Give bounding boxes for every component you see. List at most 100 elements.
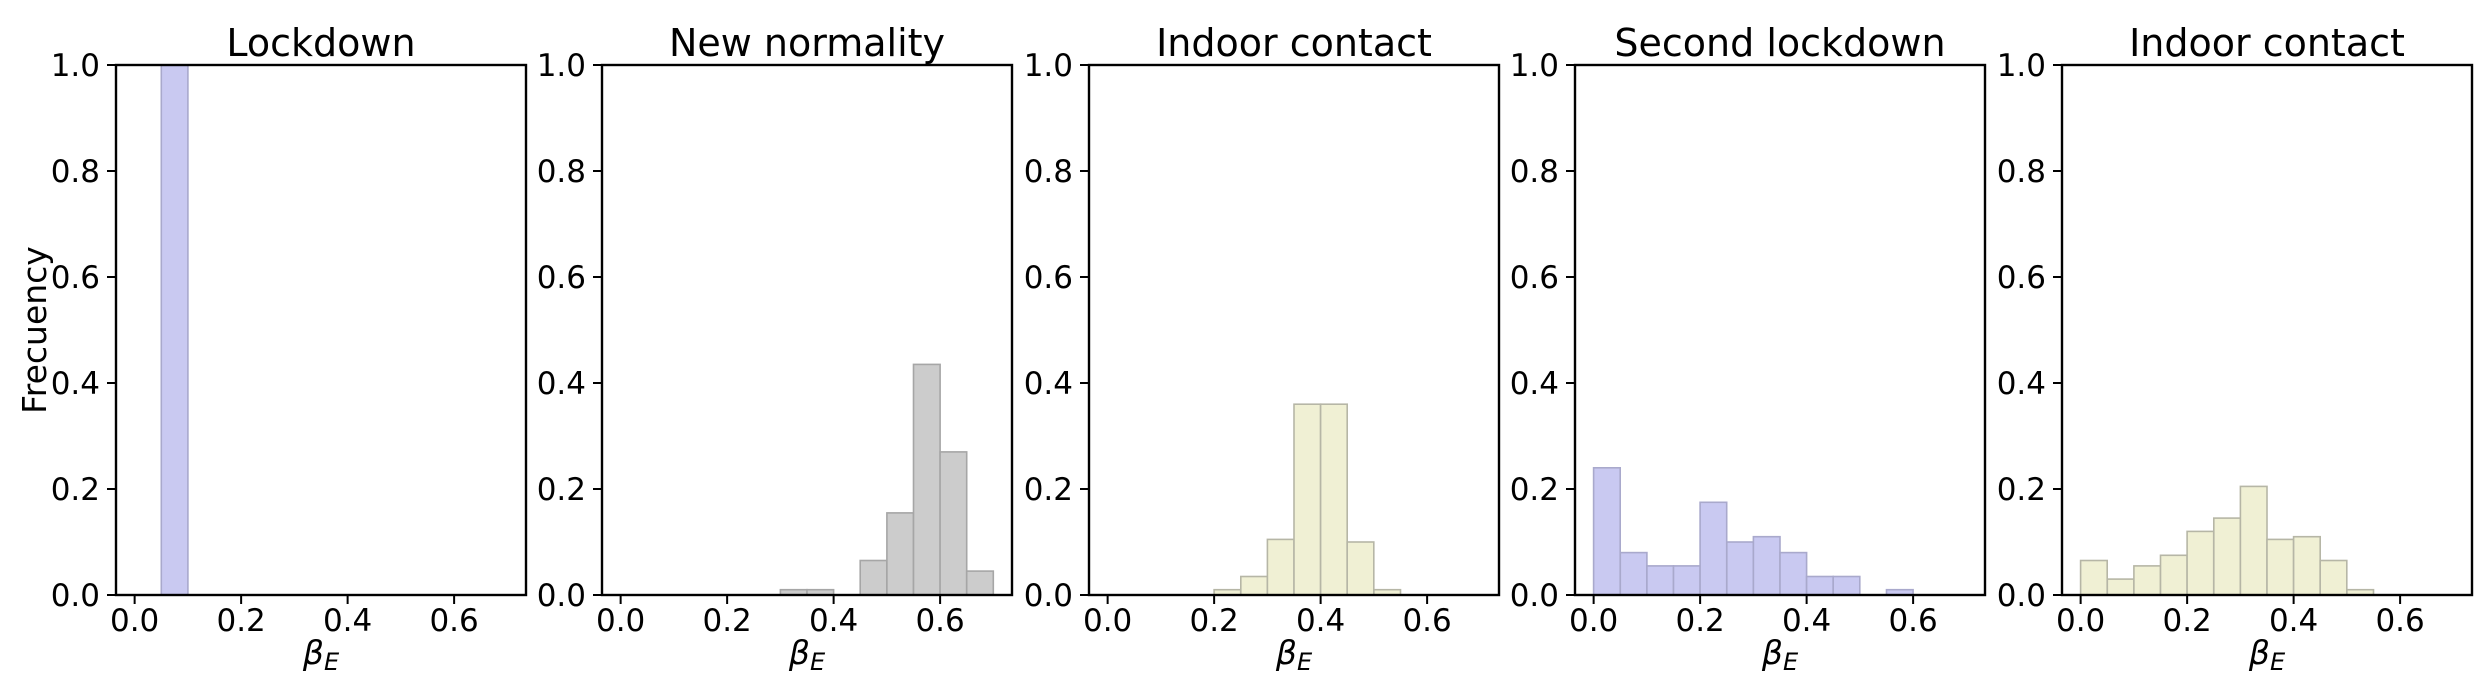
x-tick-label: 0.6 — [915, 603, 964, 639]
y-axis-label: Frecuency — [15, 246, 54, 414]
y-tick-label: 0.6 — [1510, 260, 1559, 296]
x-tick-label: 0.0 — [110, 603, 159, 639]
y-tick-label: 0.4 — [1997, 366, 2046, 402]
x-axis-label: βE — [1275, 633, 1313, 676]
y-tick-label: 0.4 — [1510, 366, 1559, 402]
y-tick-label: 0.4 — [537, 366, 586, 402]
x-axis-label: βE — [788, 633, 826, 676]
histogram-bar — [886, 512, 915, 596]
axes-frame — [1573, 63, 1987, 597]
histogram-bar — [912, 363, 941, 596]
y-tick-label: 0.0 — [51, 578, 100, 614]
x-tick-label: 0.6 — [1888, 603, 1937, 639]
histogram-bar — [1319, 403, 1348, 596]
y-tick-label: 0.0 — [537, 578, 586, 614]
histogram-bar — [1346, 541, 1375, 596]
histogram-bar — [2292, 535, 2322, 596]
x-tick-label: 0.0 — [1569, 603, 1618, 639]
y-tick-label: 0.8 — [1510, 154, 1559, 190]
y-tick-label: 0.2 — [51, 472, 100, 508]
histogram-bar — [1726, 541, 1755, 596]
histogram-bar — [1832, 575, 1861, 596]
histogram-bar — [2186, 530, 2215, 596]
histogram-bar — [2106, 578, 2135, 596]
axes-frame — [1087, 63, 1501, 597]
y-tick-label: 1.0 — [537, 48, 586, 84]
y-tick-label: 0.8 — [51, 154, 100, 190]
y-tick-label: 0.4 — [51, 366, 100, 402]
histogram-bar — [2266, 538, 2295, 596]
x-tick-label: 0.0 — [2056, 603, 2105, 639]
histogram-bar — [2079, 559, 2109, 596]
histogram-bar — [939, 451, 968, 596]
y-tick-label: 0.4 — [1024, 366, 1073, 402]
x-tick-label: 0.2 — [1675, 603, 1724, 639]
histogram-bar — [2319, 559, 2348, 596]
y-tick-label: 0.6 — [51, 260, 100, 296]
y-tick-label: 0.0 — [1510, 578, 1559, 614]
subplot-title: New normality — [669, 21, 945, 65]
histogram-bar — [859, 559, 888, 596]
subplot-4-second-lockdown: 0.0 0.2 0.4 0.6 0.0 0.2 0.4 0.6 0.8 1.0 Second loc… — [1510, 21, 1987, 676]
histogram-bar — [2213, 517, 2242, 596]
y-tick-label: 0.6 — [537, 260, 586, 296]
subplot-title: Lockdown — [226, 21, 415, 65]
histogram-bar — [160, 64, 189, 596]
subplot-title: Indoor contact — [1156, 21, 1432, 65]
histogram-bar — [1240, 575, 1269, 596]
y-tick-label: 0.2 — [1997, 472, 2046, 508]
y-tick-label: 0.6 — [1997, 260, 2046, 296]
y-tick-label: 1.0 — [1997, 48, 2046, 84]
x-tick-label: 0.2 — [2162, 603, 2211, 639]
histogram-bar — [1779, 551, 1808, 596]
histogram-bar — [1592, 466, 1621, 596]
y-tick-label: 0.2 — [1510, 472, 1559, 508]
y-tick-label: 0.8 — [537, 154, 586, 190]
histogram-bar — [1672, 565, 1701, 596]
histogram-bar — [965, 570, 995, 596]
histogram-bar — [1293, 403, 1322, 596]
y-tick-label: 0.6 — [1024, 260, 1073, 296]
x-tick-label: 0.4 — [1296, 603, 1345, 639]
histogram-bar — [1752, 535, 1781, 596]
y-tick-label: 1.0 — [1024, 48, 1073, 84]
subplot-3-indoor-contact: 0.0 0.2 0.4 0.6 0.0 0.2 0.4 0.6 0.8 1.0 Indoor con… — [1024, 21, 1501, 676]
x-tick-label: 0.6 — [2375, 603, 2424, 639]
x-axis-label: βE — [2248, 633, 2286, 676]
x-axis-label: βE — [302, 633, 340, 676]
y-tick-label: 0.0 — [1997, 578, 2046, 614]
y-tick-label: 1.0 — [51, 48, 100, 84]
y-tick-label: 0.2 — [1024, 472, 1073, 508]
histogram-bar — [2159, 554, 2188, 596]
axes-frame — [2060, 63, 2474, 597]
x-tick-label: 0.2 — [702, 603, 751, 639]
x-axis-label: βE — [1761, 633, 1799, 676]
histogram-bar — [1619, 551, 1648, 596]
x-tick-label: 0.4 — [1782, 603, 1831, 639]
y-tick-label: 0.8 — [1024, 154, 1073, 190]
x-tick-label: 0.4 — [323, 603, 372, 639]
x-tick-label: 0.6 — [1402, 603, 1451, 639]
histogram-bar — [1646, 565, 1675, 596]
histogram-bar — [2239, 485, 2268, 596]
x-tick-label: 0.0 — [1083, 603, 1132, 639]
x-tick-label: 0.4 — [809, 603, 858, 639]
axes-frame — [600, 63, 1014, 597]
x-tick-label: 0.4 — [2269, 603, 2318, 639]
histogram-bar — [1266, 538, 1295, 596]
x-tick-label: 0.2 — [216, 603, 265, 639]
subplot-1-lockdown: 0.0 0.2 0.4 0.6 0.0 0.2 0.4 0.6 0.8 1.0 Lockdown βE… — [15, 21, 528, 676]
axes-frame — [114, 63, 528, 597]
histogram-bar — [2133, 565, 2162, 596]
subplot-title: Indoor contact — [2129, 21, 2405, 65]
x-tick-label: 0.2 — [1189, 603, 1238, 639]
histogram-bar — [1699, 501, 1728, 596]
y-tick-label: 0.0 — [1024, 578, 1073, 614]
histogram-bar — [1805, 575, 1834, 596]
subplot-title: Second lockdown — [1614, 21, 1945, 65]
subplot-5-indoor-contact: 0.0 0.2 0.4 0.6 0.0 0.2 0.4 0.6 0.8 1.0 Indoor con… — [1997, 21, 2474, 676]
x-tick-label: 0.6 — [429, 603, 478, 639]
subplot-2-new-normality: 0.0 0.2 0.4 0.6 0.0 0.2 0.4 0.6 0.8 1.0 New normal… — [537, 21, 1014, 676]
y-tick-label: 1.0 — [1510, 48, 1559, 84]
